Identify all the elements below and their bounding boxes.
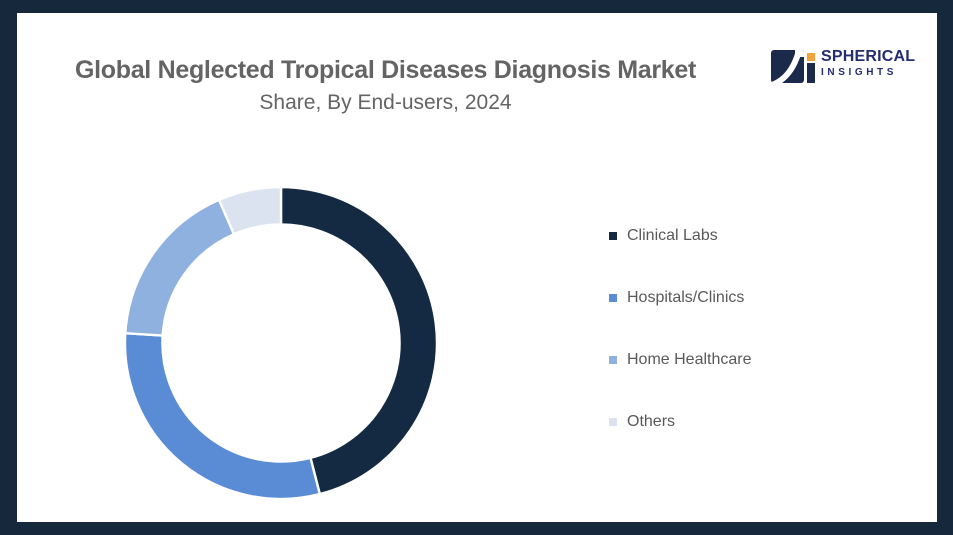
donut-chart [121,183,441,503]
logo-navy-bar-icon [807,63,815,83]
legend-item-others: Others [609,412,752,432]
chart-header: Global Neglected Tropical Diseases Diagn… [17,55,754,116]
chart-legend: Clinical Labs Hospitals/Clinics Home Hea… [609,226,752,432]
legend-swatch-hospitals-clinics [609,294,617,302]
logo-orange-dot-icon [807,53,815,61]
spherical-insights-logo-icon [771,43,815,83]
legend-label: Clinical Labs [627,227,718,244]
legend-label: Home Healthcare [627,351,752,368]
legend-item-home-healthcare: Home Healthcare [609,350,752,370]
brand-name-line1: SPHERICAL [821,47,916,65]
legend-swatch-others [609,418,617,426]
donut-segment-clinical-labs [279,185,439,496]
donut-segment-hospitals-clinics [123,332,321,501]
brand-name-line2: INSIGHTS [821,66,898,78]
legend-swatch-home-healthcare [609,356,617,364]
legend-label: Others [627,413,676,430]
legend-item-hospitals-clinics: Hospitals/Clinics [609,288,752,308]
donut-chart-svg [123,185,439,501]
brand-logo: SPHERICAL INSIGHTS [771,43,915,83]
donut-segment-home-healthcare [124,198,236,337]
legend-label: Hospitals/Clinics [627,289,745,306]
legend-item-clinical-labs: Clinical Labs [609,226,752,246]
page-title: Global Neglected Tropical Diseases Diagn… [74,56,697,84]
legend-swatch-clinical-labs [609,232,617,240]
page-subtitle: Share, By End-users, 2024 [259,91,512,114]
logo-swoosh-square-icon [771,50,804,83]
donut-segment-others [217,185,283,236]
chart-canvas: Global Neglected Tropical Diseases Diagn… [17,13,937,522]
brand-name: SPHERICAL INSIGHTS [821,47,916,78]
logo-i-mark-icon [807,53,815,83]
